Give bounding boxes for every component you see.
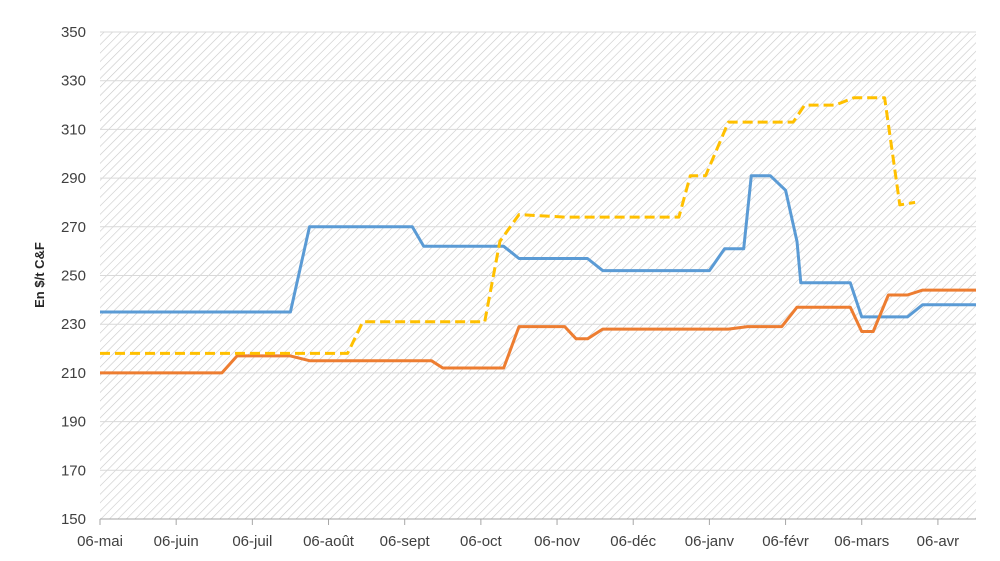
x-tick-label: 06-août — [303, 533, 355, 550]
x-tick-label: 06-mars — [834, 533, 889, 550]
y-tick-label: 190 — [61, 414, 86, 431]
y-tick-label: 310 — [61, 121, 86, 138]
series-lines — [100, 96, 976, 375]
x-tick-label: 06-juin — [154, 533, 199, 550]
series-line-3 — [100, 96, 916, 355]
x-tick-label: 06-sept — [380, 533, 431, 550]
y-tick-label: 350 — [61, 24, 86, 41]
x-tick-label: 06-juil — [232, 533, 272, 550]
series-line-2 — [100, 288, 976, 375]
x-tick-label: 06-déc — [610, 533, 656, 550]
axes — [99, 518, 976, 525]
x-tick-label: 06-janv — [685, 533, 735, 550]
y-axis-label: En $/t C&F — [32, 242, 47, 308]
y-tick-label: 230 — [61, 316, 86, 333]
y-tick-label: 150 — [61, 511, 86, 528]
x-tick-label: 06-févr — [762, 533, 809, 550]
x-tick-label: 06-oct — [460, 533, 503, 550]
y-tick-label: 170 — [61, 462, 86, 479]
x-axis-ticks: 06-mai 06-juin 06-juil 06-août 06-sept 06-oct… — [77, 533, 959, 550]
y-tick-label: 250 — [61, 268, 86, 285]
x-tick-label: 06-nov — [534, 533, 580, 550]
y-tick-label: 290 — [61, 170, 86, 187]
y-tick-label: 270 — [61, 219, 86, 236]
y-tick-label: 210 — [61, 365, 86, 382]
series-line-1 — [100, 174, 976, 319]
gridlines — [100, 31, 976, 520]
y-axis-ticks: 150 170 190 210 230 250 270 290 310 330 350 — [61, 24, 86, 528]
y-tick-label: 330 — [61, 73, 86, 90]
x-tick-label: 06-avr — [917, 533, 960, 550]
x-tick-label: 06-mai — [77, 533, 123, 550]
